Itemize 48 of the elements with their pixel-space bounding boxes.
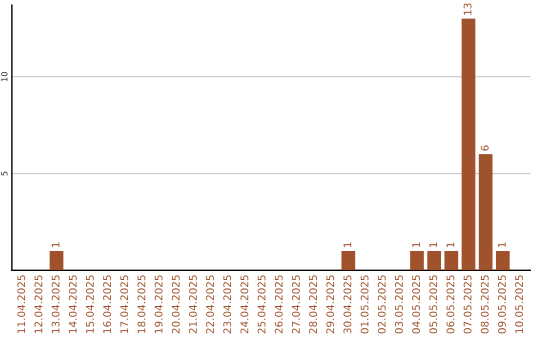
bar: [410, 250, 424, 270]
x-tick-label: 01.05.2025: [360, 275, 369, 334]
bar: [341, 250, 356, 270]
x-tick-label: 27.04.2025: [292, 275, 300, 334]
x-tick-label: 23.04.2025: [223, 275, 232, 334]
data-label: 1: [429, 242, 438, 248]
x-tick-label: 07.05.2025: [464, 275, 472, 334]
data-label: 1: [446, 242, 454, 248]
x-tick-label: 18.04.2025: [137, 275, 146, 333]
x-tick-label: 25.04.2025: [258, 275, 266, 334]
y-tick-label: 5: [1, 172, 8, 176]
x-tick-label: 22.04.2025: [206, 275, 214, 334]
x-tick-label: 26.04.2025: [274, 275, 283, 334]
data-label: 13: [464, 3, 472, 15]
x-tick-label: 02.05.2025: [378, 275, 386, 334]
x-tick-label: 08.05.2025: [480, 275, 489, 334]
x-tick-label: 04.05.2025: [412, 275, 420, 334]
x-tick-label: 05.05.2025: [429, 275, 438, 334]
x-tick-label: 11.04.2025: [17, 275, 26, 333]
bar: [478, 154, 493, 270]
x-tick-label: 15.04.2025: [86, 275, 94, 333]
data-label: 1: [498, 242, 506, 248]
bar: [496, 250, 510, 270]
x-tick-label: 20.04.2025: [172, 275, 180, 334]
data-label: 1: [412, 242, 420, 248]
bar: [444, 250, 458, 270]
x-tick-label: 13.04.2025: [52, 275, 60, 333]
x-tick-label: 14.04.2025: [68, 275, 77, 333]
x-tick-label: 19.04.2025: [154, 275, 163, 333]
x-tick-label: 06.05.2025: [446, 275, 454, 334]
x-tick-label: 03.05.2025: [394, 275, 403, 334]
x-tick-label: 09.05.2025: [498, 275, 506, 334]
bar: [427, 250, 442, 270]
x-tick-label: 24.04.2025: [240, 275, 248, 334]
x-tick-label: 10.05.2025: [515, 275, 524, 333]
y-tick-label: 10: [1, 72, 8, 82]
x-tick-label: 28.04.2025: [309, 275, 318, 334]
bar: [50, 250, 64, 270]
data-label: 1: [52, 242, 60, 248]
bar: [462, 18, 476, 270]
x-tick-label: 17.04.2025: [120, 275, 128, 333]
data-label: 1: [344, 242, 352, 248]
data-label: 6: [480, 145, 489, 151]
x-tick-label: 16.04.2025: [103, 275, 112, 333]
x-tick-label: 30.04.2025: [343, 275, 352, 334]
x-tick-label: 29.04.2025: [326, 275, 334, 334]
x-tick-label: 12.04.2025: [34, 275, 42, 333]
x-tick-label: 21.04.2025: [188, 275, 197, 334]
